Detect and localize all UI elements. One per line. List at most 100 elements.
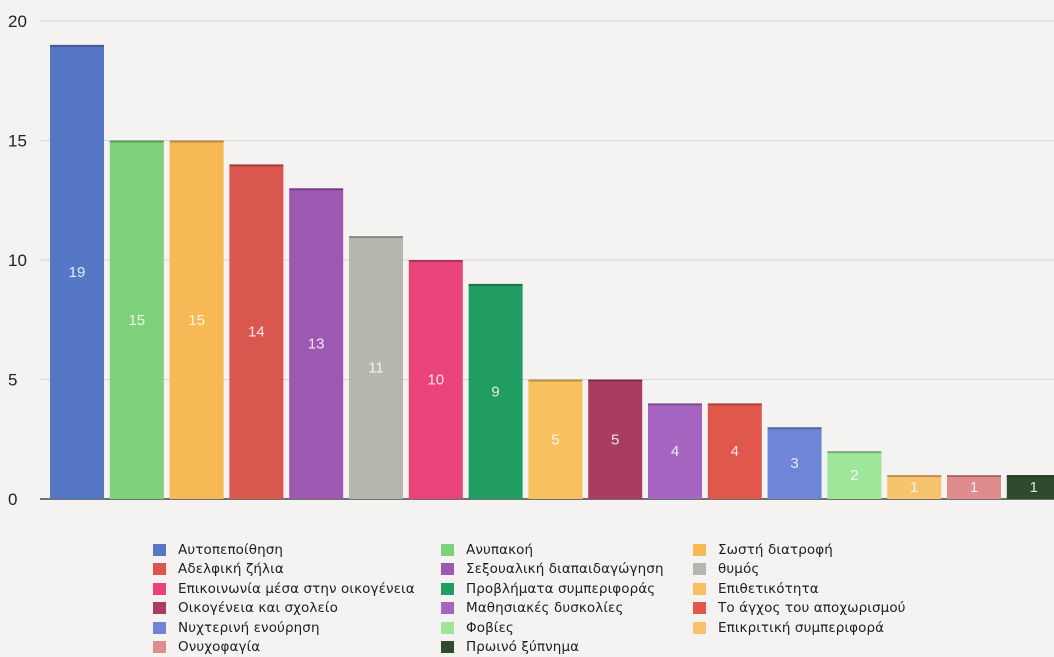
legend-item: Οικογένεια και σχολείο <box>153 599 415 619</box>
legend-swatch <box>693 602 706 615</box>
bar-top-edge <box>50 44 104 47</box>
bar <box>468 283 523 499</box>
legend-label: Οικογένεια και σχολείο <box>178 600 338 617</box>
bar-value-label: 1 <box>910 479 918 496</box>
bar-value-label: 2 <box>850 467 858 484</box>
bar-top-edge <box>767 427 822 430</box>
y-axis-tick-labels: 0 5 10 15 20 <box>8 12 27 509</box>
legend-column-2: Ανυπακοή Σεξουαλική διαπαιδαγώγηση Προβλήμ… <box>441 540 664 657</box>
bar-value-label: 13 <box>308 336 325 353</box>
legend-label: Αυτοπεποίθηση <box>178 541 284 558</box>
bar-top-edge <box>588 379 643 382</box>
bar <box>528 379 583 499</box>
legend-item: Σωστή διατροφή <box>693 540 906 560</box>
legend-swatch <box>441 641 454 654</box>
legend-swatch <box>153 563 166 576</box>
bar-top-edge <box>707 403 762 406</box>
bar <box>169 140 224 499</box>
legend-item: Φοβίες <box>441 618 664 638</box>
legend-item: Επικριτική συμπεριφορά <box>693 618 906 638</box>
legend-item: θυμός <box>693 560 906 580</box>
legend-label: Ανυπακοή <box>466 541 534 558</box>
legend-swatch <box>441 582 454 595</box>
chart-bars <box>50 44 1054 500</box>
legend-label: Ονυχοφαγία <box>178 639 261 656</box>
chart-legend: Αυτοπεποίθηση Αδελφική ζήλια Επικοινωνία μ… <box>0 540 1054 657</box>
bar-top-edge <box>468 283 523 286</box>
bar <box>947 475 1001 499</box>
bar-value-label: 15 <box>188 312 205 329</box>
legend-swatch <box>441 543 454 556</box>
bar-top-edge <box>408 260 463 262</box>
legend-label: Πρωινό ξύπνημα <box>466 639 580 656</box>
bar-value-label: 1 <box>1030 479 1038 496</box>
legend-label: Νυχτερινή ενούρηση <box>178 619 320 636</box>
bar-top-edge <box>289 188 344 191</box>
legend-swatch <box>153 582 166 595</box>
bar-value-label: 11 <box>368 360 384 377</box>
legend-item: Ανυπακοή <box>441 540 664 560</box>
bar <box>887 475 942 499</box>
bar <box>408 260 463 499</box>
legend-label: Επικριτική συμπεριφορά <box>718 619 885 636</box>
legend-label: Φοβίες <box>466 619 514 636</box>
legend-swatch <box>153 543 166 556</box>
legend-label: θυμός <box>718 561 760 578</box>
bar-top-edge <box>648 403 702 406</box>
legend-item: Το άγχος του αποχωρισμού <box>693 599 906 619</box>
legend-label: Επικοινωνία μέσα στην οικογένεια <box>178 580 415 597</box>
bar-value-label: 10 <box>427 372 444 389</box>
bar-value-label: 9 <box>491 383 499 400</box>
legend-label: Προβλήματα συμπεριφοράς <box>466 580 656 597</box>
legend-swatch <box>441 602 454 615</box>
legend-item: Πρωινό ξύπνημα <box>441 638 664 657</box>
legend-item: Επικοινωνία μέσα στην οικογένεια <box>153 579 415 599</box>
legend-label: Σωστή διατροφή <box>718 541 833 558</box>
legend-label: Επιθετικότητα <box>718 580 819 597</box>
bar-top-edge <box>229 164 284 167</box>
legend-item: Ονυχοφαγία <box>153 638 415 657</box>
legend-item: Αυτοπεποίθηση <box>153 540 415 560</box>
bar <box>109 140 164 499</box>
bar <box>289 188 344 500</box>
bar-top-edge <box>947 475 1001 478</box>
legend-swatch <box>693 563 706 576</box>
legend-item: Σεξουαλική διαπαιδαγώγηση <box>441 560 664 580</box>
bar-value-label: 4 <box>731 443 739 460</box>
bar-top-edge <box>109 140 164 143</box>
bar <box>50 44 104 500</box>
legend-swatch <box>693 582 706 595</box>
legend-swatch <box>693 543 706 556</box>
y-tick-label: 20 <box>8 12 27 31</box>
legend-column-1: Αυτοπεποίθηση Αδελφική ζήλια Επικοινωνία μ… <box>153 540 415 657</box>
bar-top-edge <box>349 236 403 239</box>
bar <box>229 164 284 499</box>
legend-item: Μαθησιακές δυσκολίες <box>441 599 664 619</box>
bar-top-edge <box>887 475 942 478</box>
legend-item: Προβλήματα συμπεριφοράς <box>441 579 664 599</box>
legend-item: Νυχτερινή ενούρηση <box>153 618 415 638</box>
bar-value-label: 5 <box>551 431 559 448</box>
bar <box>1006 475 1054 499</box>
legend-swatch <box>153 641 166 654</box>
legend-swatch <box>693 621 706 634</box>
legend-label: Μαθησιακές δυσκολίες <box>466 600 624 617</box>
y-tick-label: 15 <box>8 132 27 151</box>
bar-value-label: 1 <box>970 479 978 496</box>
legend-swatch <box>153 621 166 634</box>
legend-swatch <box>153 602 166 615</box>
y-tick-label: 5 <box>8 371 17 390</box>
legend-label: Αδελφική ζήλια <box>178 561 284 578</box>
legend-item: Αδελφική ζήλια <box>153 560 415 580</box>
bar-value-label: 4 <box>671 443 679 460</box>
bar <box>767 427 822 499</box>
bar-value-label: 19 <box>69 264 86 281</box>
bar-value-label: 15 <box>128 312 145 329</box>
legend-swatch <box>441 563 454 576</box>
bar-value-label: 3 <box>790 455 798 472</box>
legend-swatch <box>441 621 454 634</box>
bar-top-edge <box>528 379 583 382</box>
bar <box>349 236 403 499</box>
